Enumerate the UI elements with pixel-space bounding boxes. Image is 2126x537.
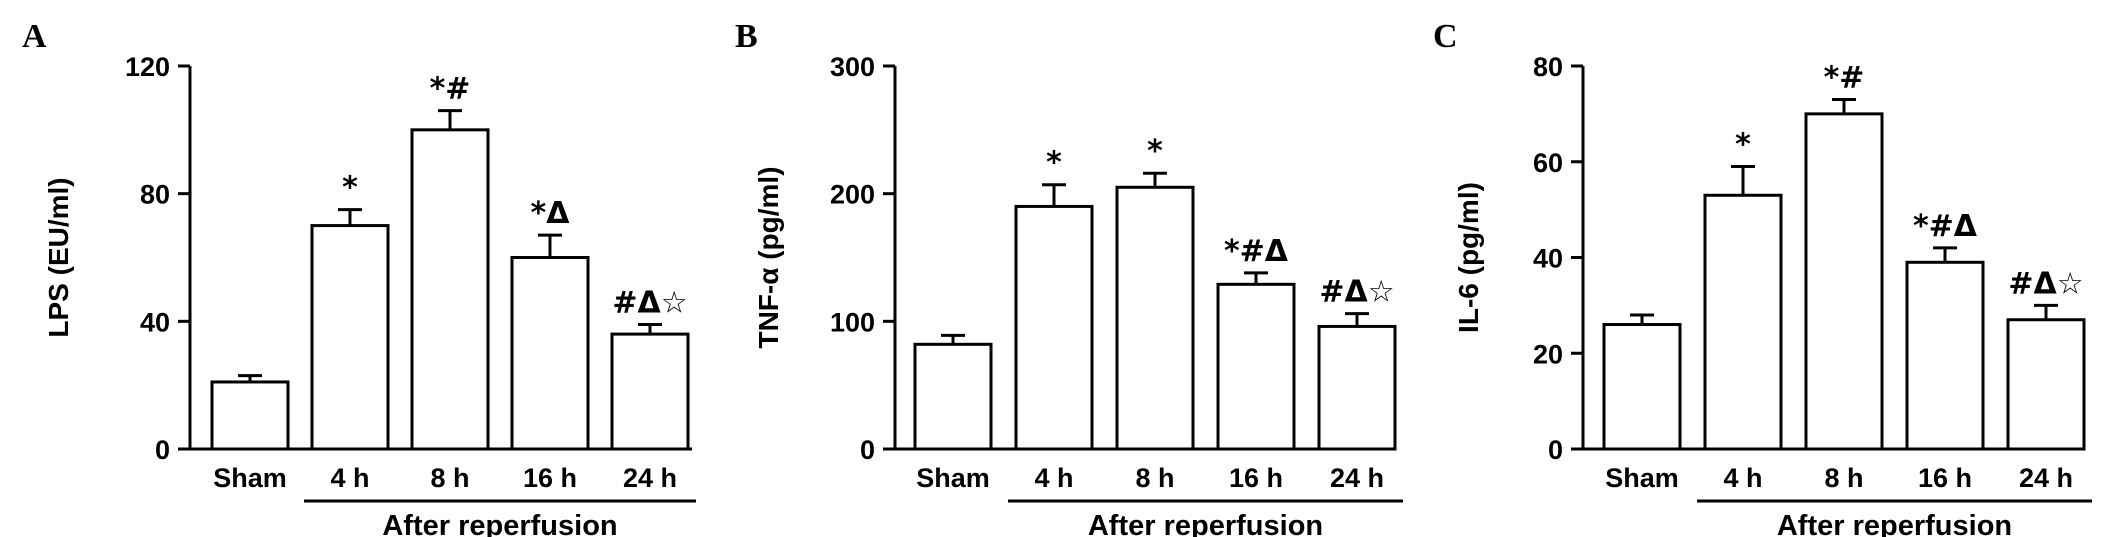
bar (2006, 318, 2086, 451)
bar (1216, 282, 1296, 451)
y-tick-label: 40 (140, 307, 170, 337)
category-label: 24 h (623, 463, 677, 493)
category-label: 16 h (523, 463, 577, 493)
significance-marker: *#Δ (1224, 234, 1289, 269)
panel-letter: B (735, 18, 758, 55)
category-label: 24 h (2019, 463, 2073, 493)
y-tick-label: 200 (830, 180, 875, 210)
bar (1905, 260, 1985, 451)
y-tick-label: 80 (1533, 52, 1563, 82)
bar (1602, 323, 1682, 451)
category-label: 4 h (1723, 463, 1762, 493)
y-axis-label: IL-6 (pg/ml) (1453, 182, 1484, 333)
y-tick-label: 20 (1533, 339, 1563, 369)
bar (410, 128, 490, 451)
category-label: 24 h (1330, 463, 1384, 493)
bar (210, 380, 290, 451)
category-label: 8 h (1135, 463, 1174, 493)
panel-letter: A (22, 18, 47, 55)
y-tick-label: 0 (155, 435, 170, 465)
y-tick-label: 300 (830, 52, 875, 82)
y-tick-label: 40 (1533, 244, 1563, 274)
chart-panel-c: C IL-6 (pg/ml) 0 20 40 60 80 Sham * 4 h *# 8 h *#Δ 16… (1433, 18, 2092, 537)
category-label: 4 h (1034, 463, 1073, 493)
bar (1014, 204, 1094, 451)
bar (1703, 193, 1783, 451)
significance-marker: #Δ☆ (2008, 266, 2083, 301)
bar (610, 332, 690, 451)
category-label: 16 h (1229, 463, 1283, 493)
category-label: 8 h (1824, 463, 1863, 493)
panel-letter: C (1433, 18, 1458, 55)
significance-marker: * (1735, 128, 1751, 163)
y-tick-label: 120 (125, 52, 170, 82)
y-tick-label: 0 (1548, 435, 1563, 465)
significance-marker: * (1046, 146, 1062, 181)
significance-marker: #Δ☆ (1319, 275, 1394, 310)
bar (510, 256, 590, 451)
significance-marker: *#Δ (1913, 209, 1978, 244)
category-label: Sham (916, 463, 990, 493)
category-label: 16 h (1918, 463, 1972, 493)
group-label: After reperfusion (1088, 510, 1323, 537)
significance-marker: *# (1824, 61, 1865, 96)
significance-marker: #Δ☆ (612, 286, 687, 321)
y-tick-label: 60 (1533, 148, 1563, 178)
bar (913, 342, 993, 451)
bar (1115, 185, 1195, 451)
y-tick-label: 80 (140, 180, 170, 210)
y-axis-label: TNF-α (pg/ml) (753, 166, 784, 348)
group-label: After reperfusion (382, 510, 617, 537)
category-label: 4 h (330, 463, 369, 493)
significance-marker: *# (430, 72, 471, 107)
significance-marker: *Δ (531, 196, 571, 231)
bar (1804, 112, 1884, 451)
category-label: Sham (213, 463, 287, 493)
significance-marker: * (342, 171, 358, 206)
y-axis-label: LPS (EU/ml) (43, 177, 74, 337)
category-label: Sham (1605, 463, 1679, 493)
chart-panel-b: B TNF-α (pg/ml) 0 100 200 300 Sham * 4 h * 8 h *#Δ 1… (735, 18, 1403, 537)
bar (310, 224, 390, 451)
y-tick-label: 0 (860, 435, 875, 465)
chart-panel-a: A LPS (EU/ml) 0 40 80 120 Sham * 4 h *# 8 h *Δ 16 h #… (22, 18, 696, 537)
y-tick-label: 100 (830, 307, 875, 337)
category-label: 8 h (430, 463, 469, 493)
group-label: After reperfusion (1777, 510, 2012, 537)
bar (1317, 324, 1397, 451)
significance-marker: * (1147, 134, 1163, 169)
